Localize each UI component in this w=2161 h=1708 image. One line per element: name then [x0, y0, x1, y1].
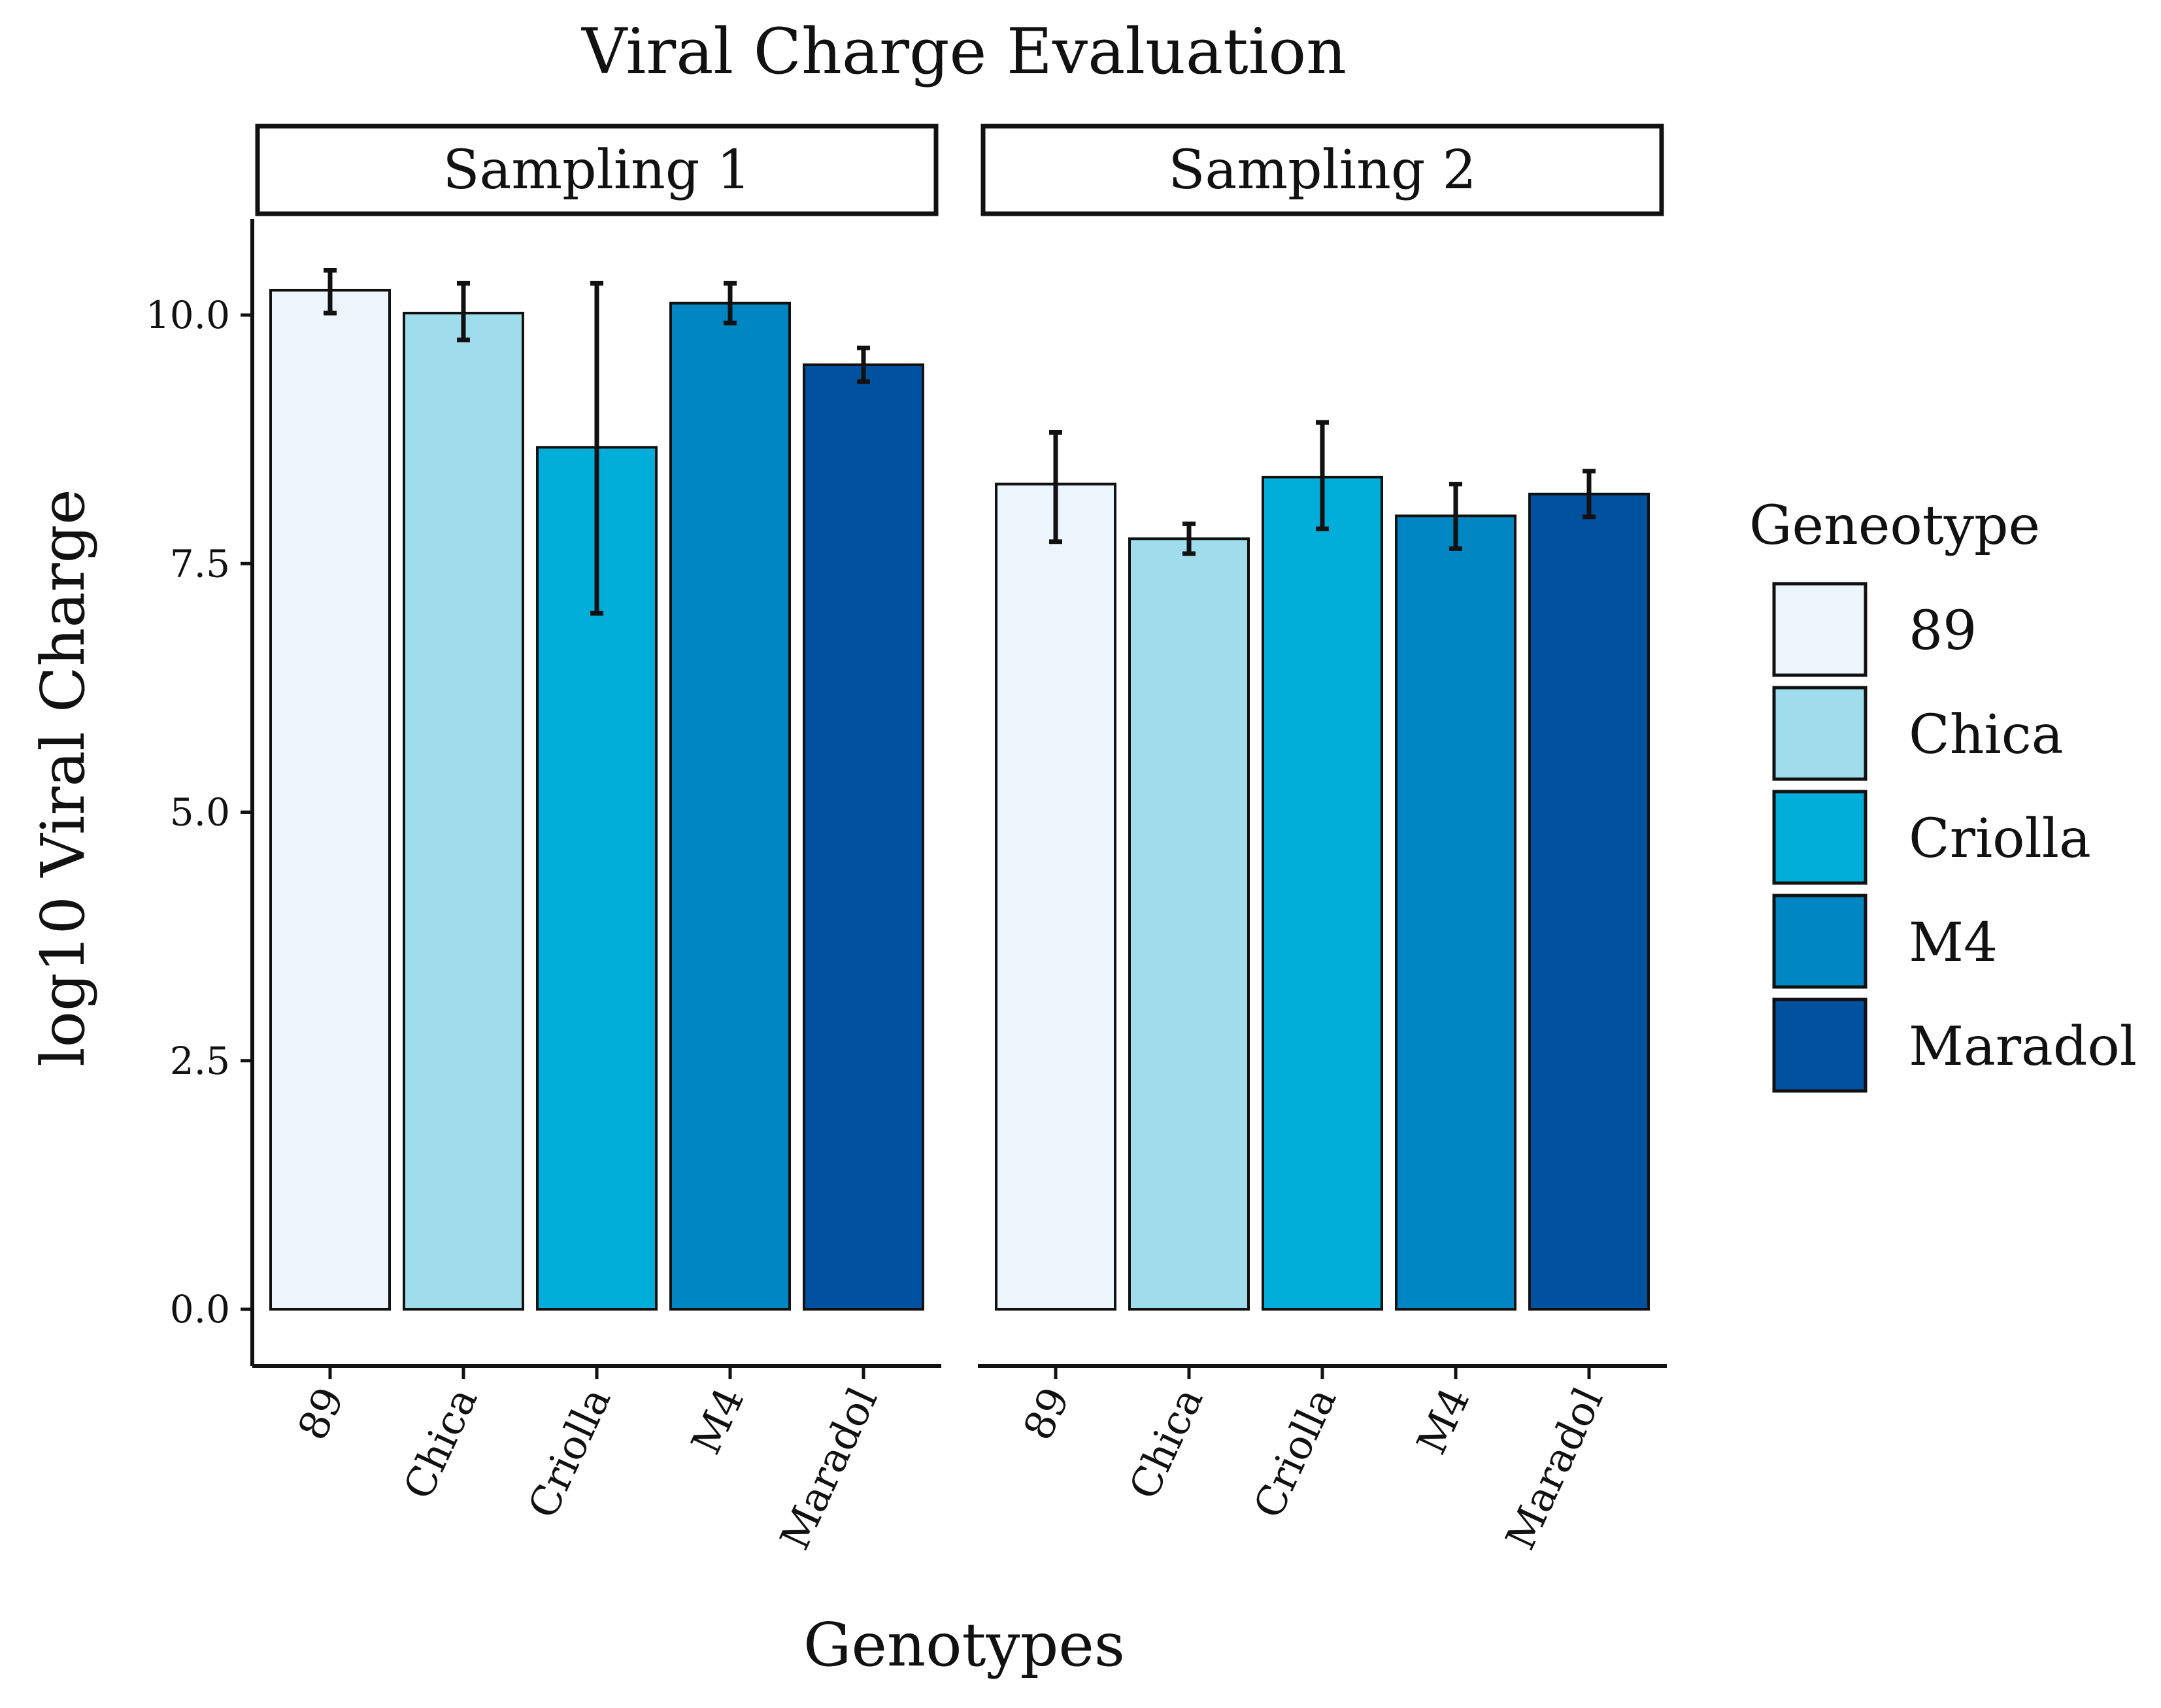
- facet-panel: Sampling 1 89 Chica Criolla M4 Maradol: [252, 124, 941, 1557]
- bar: [803, 363, 924, 1311]
- x-axis-title: Genotypes: [803, 1610, 1125, 1680]
- legend-entry-label: Chica: [1909, 704, 2064, 766]
- x-tick-label: Maradol: [1496, 1380, 1613, 1556]
- bar: [669, 301, 791, 1311]
- legend-entry-label: Maradol: [1909, 1016, 2137, 1078]
- x-tick-label: 89: [288, 1380, 354, 1447]
- legend-title: Geneotype: [1749, 495, 2040, 557]
- x-tick-label: Maradol: [771, 1380, 887, 1556]
- x-tick-label: M4: [1407, 1380, 1479, 1461]
- bar: [1395, 514, 1516, 1311]
- chart-title: Viral Charge Evaluation: [581, 15, 1347, 88]
- y-tick-label: 10.0: [146, 293, 230, 337]
- legend-key-swatch: [1772, 790, 1868, 885]
- bar: [1528, 492, 1650, 1311]
- panels-layer: 0.0 2.5 5.0 7.5 10.0 Sampling 1 89 Chica Criolla…: [146, 124, 1667, 1557]
- x-tick-label: M4: [682, 1380, 754, 1461]
- legend-key-swatch: [1772, 686, 1868, 781]
- bar: [1262, 475, 1383, 1311]
- legend-key-swatch: [1772, 894, 1868, 989]
- facet-panel: Sampling 2 89 Chica Criolla M4 Maradol: [978, 124, 1667, 1557]
- bar: [269, 288, 391, 1311]
- facet-strip: [980, 124, 1664, 216]
- y-tick-label: 2.5: [170, 1039, 230, 1083]
- x-tick-label: 89: [1014, 1380, 1079, 1447]
- x-tick-label: Criolla: [1244, 1380, 1345, 1525]
- legend: Geneotype 89 Chica Criolla M4 Maradol: [1749, 495, 2137, 1093]
- y-tick-label: 7.5: [170, 541, 230, 586]
- legend-entry-label: M4: [1909, 912, 1998, 974]
- legend-entry-label: 89: [1909, 600, 1977, 662]
- bar: [403, 311, 524, 1311]
- facet-strip-label: Sampling 1: [443, 139, 750, 201]
- x-tick-label: Criolla: [518, 1380, 620, 1525]
- x-tick-label: Chica: [1120, 1380, 1213, 1506]
- bar: [995, 482, 1116, 1311]
- y-tick-label: 0.0: [170, 1287, 230, 1331]
- legend-key-swatch: [1772, 997, 1868, 1093]
- bar: [1128, 537, 1250, 1311]
- y-tick-label: 5.0: [170, 790, 230, 835]
- x-tick-label: Chica: [394, 1380, 487, 1506]
- legend-entry-label: Criolla: [1909, 808, 2091, 870]
- legend-key-swatch: [1772, 582, 1868, 677]
- facet-strip-label: Sampling 2: [1168, 139, 1476, 201]
- y-axis-title: log10 Viral Charge: [28, 489, 98, 1067]
- facet-strip: [255, 124, 939, 216]
